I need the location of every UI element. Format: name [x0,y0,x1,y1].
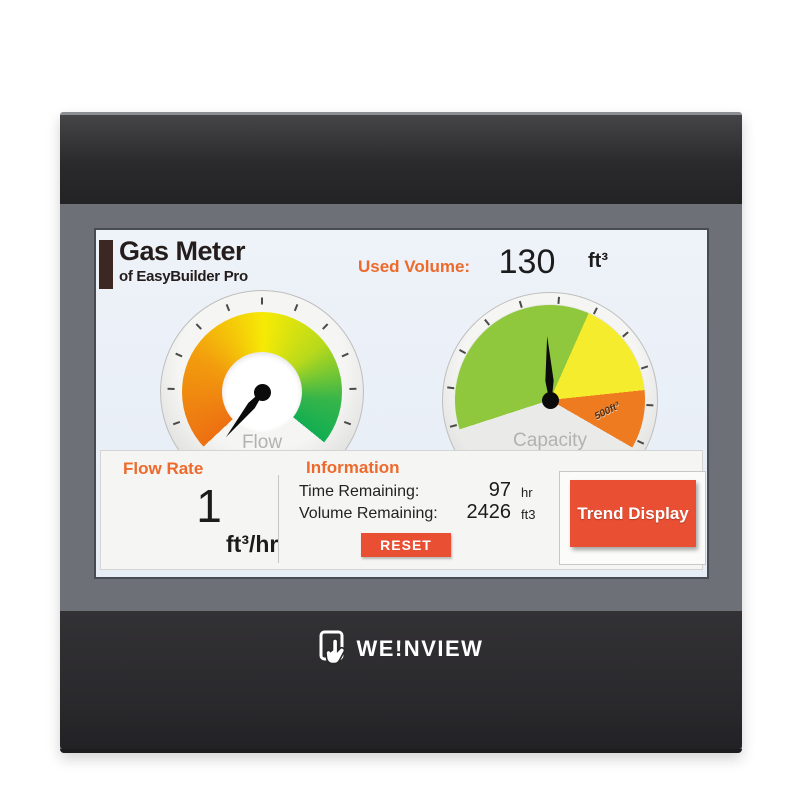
flow-gauge-label: Flow [241,432,283,450]
time-remaining-label: Time Remaining: [299,483,420,500]
hmi-device: Gas Meter of EasyBuilder Pro Used Volume… [60,112,742,753]
capacity-gauge-label: Capacity [513,430,587,450]
brand-logo: WE!NVIEW [319,627,484,671]
gauge-area: Gas Meter of EasyBuilder Pro Used Volume… [96,230,707,450]
time-remaining-unit: hr [521,485,533,500]
flow-rate-label: Flow Rate [123,459,204,478]
volume-remaining-value: 2426 [466,501,512,523]
device-top-bezel [60,115,742,204]
used-volume-label: Used Volume: [358,257,471,276]
brand-logo-text: WE!NVIEW [356,636,484,661]
page-title: Gas Meter [119,236,246,266]
reset-button[interactable]: RESET [361,533,451,557]
flow-gauge: Flow [160,290,364,450]
section-divider [278,475,279,563]
volume-remaining-unit: ft3 [521,507,536,522]
used-volume-unit: ft³ [588,250,608,272]
hmi-touchscreen: Gas Meter of EasyBuilder Pro Used Volume… [94,228,709,579]
device-bottom-edge [60,749,742,753]
title-accent-bar [99,240,113,289]
flow-rate-unit: ft³/hr [226,531,279,557]
time-remaining-value: 97 [488,479,511,501]
page-subtitle: of EasyBuilder Pro [119,268,248,285]
volume-remaining-label: Volume Remaining: [299,505,438,522]
flow-gauge-hub [253,383,271,401]
device-top-edge [60,112,742,115]
information-label: Information [306,458,400,477]
flow-gauge-ticks [160,290,364,450]
info-panel: Flow Rate 1 ft³/hr Information Time Rema… [100,450,706,570]
device-bottom-bezel: WE!NVIEW [60,611,742,750]
used-volume-value: 130 [498,243,556,281]
trend-display-button[interactable]: Trend Display [570,480,696,547]
capacity-gauge: Capacity 500ft³ [442,292,658,450]
flow-rate-value: 1 [196,480,222,532]
touch-panel-hand-icon [319,629,349,669]
capacity-gauge-hub [541,391,559,409]
